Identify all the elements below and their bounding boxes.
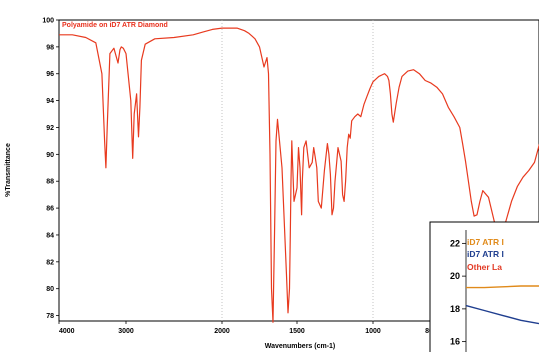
- x-tick-label-4000: 4000: [59, 328, 75, 335]
- y-tick-label-94: 94: [46, 98, 54, 105]
- inset-y-tick-label-22: 22: [450, 238, 460, 248]
- x-tick-label-2000: 2000: [214, 328, 230, 335]
- x-tick-label-1000: 1000: [365, 328, 381, 335]
- inset-y-tick-label-20: 20: [450, 271, 460, 281]
- inset-axis-ticks: 22 20 18 16: [450, 230, 467, 352]
- y-tick-label-84: 84: [46, 232, 54, 239]
- inset-legend-entry-2: iD7 ATR I: [467, 249, 504, 259]
- y-tick-label-86: 86: [46, 206, 54, 213]
- chart-title: Polyamide on iD7 ATR Diamond: [62, 22, 168, 29]
- inset-y-tick-label-18: 18: [450, 304, 460, 314]
- x-tick-label-1500: 1500: [289, 328, 305, 335]
- y-tick-label-78: 78: [46, 313, 54, 320]
- x-axis-label: Wavenumbers (cm-1): [265, 343, 336, 350]
- inset-series-line-orange: [466, 285, 539, 289]
- y-tick-label-88: 88: [46, 179, 54, 186]
- grid-layer: [221, 20, 374, 321]
- inset-legend-entry-1: iD7 ATR I: [467, 237, 504, 247]
- plot-frame: [58, 19, 539, 322]
- y-tick-label-80: 80: [46, 286, 54, 293]
- y-tick-label-92: 92: [46, 125, 54, 132]
- y-tick-label-82: 82: [46, 259, 54, 266]
- y-tick-label-90: 90: [46, 152, 54, 159]
- inset-legend-entry-3: Other La: [467, 262, 502, 272]
- y-axis-label: %Transmittance: [5, 143, 12, 197]
- x-tick-label-3000: 3000: [118, 328, 134, 335]
- y-tick-label-100: 100: [42, 18, 54, 25]
- inset-frame: [429, 221, 539, 357]
- inset-y-tick-label-16: 16: [450, 337, 460, 347]
- inset-series-line-blue: [465, 304, 539, 325]
- inset-chart: 22 20 18 16 iD7 ATR I iD7 ATR I Other La: [429, 221, 539, 357]
- y-tick-label-98: 98: [46, 44, 54, 51]
- y-tick-label-96: 96: [46, 71, 54, 78]
- transmittance-series-line: [59, 27, 539, 323]
